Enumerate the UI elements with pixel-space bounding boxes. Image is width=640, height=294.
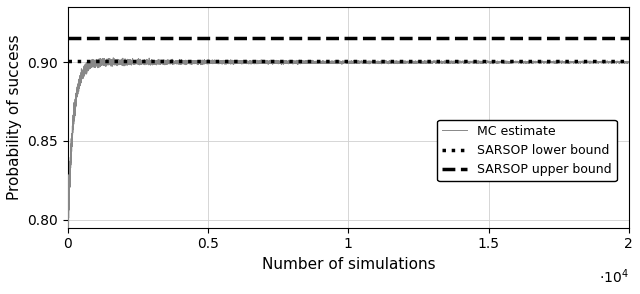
MC estimate (466, 60, 474, 63)
MC estimate (65, 235, 72, 239)
MC estimate (330, 60, 337, 64)
MC estimate (403, 61, 411, 64)
Legend: MC estimate, SARSOP lower bound, SARSOP upper bound: MC estimate, SARSOP lower bound, SARSOP … (437, 120, 617, 181)
MC estimate (204, 61, 212, 64)
Y-axis label: Probability of success: Probability of success (7, 34, 22, 200)
MC estimate (589, 60, 596, 64)
MC estimate (64, 190, 72, 193)
Text: $\cdot10^4$: $\cdot10^4$ (599, 268, 628, 286)
X-axis label: Number of simulations: Number of simulations (262, 257, 435, 272)
MC estimate (109, 56, 117, 60)
MC estimate (625, 61, 632, 64)
MC estimate (424, 61, 432, 64)
Line: MC estimate: MC estimate (68, 58, 628, 237)
